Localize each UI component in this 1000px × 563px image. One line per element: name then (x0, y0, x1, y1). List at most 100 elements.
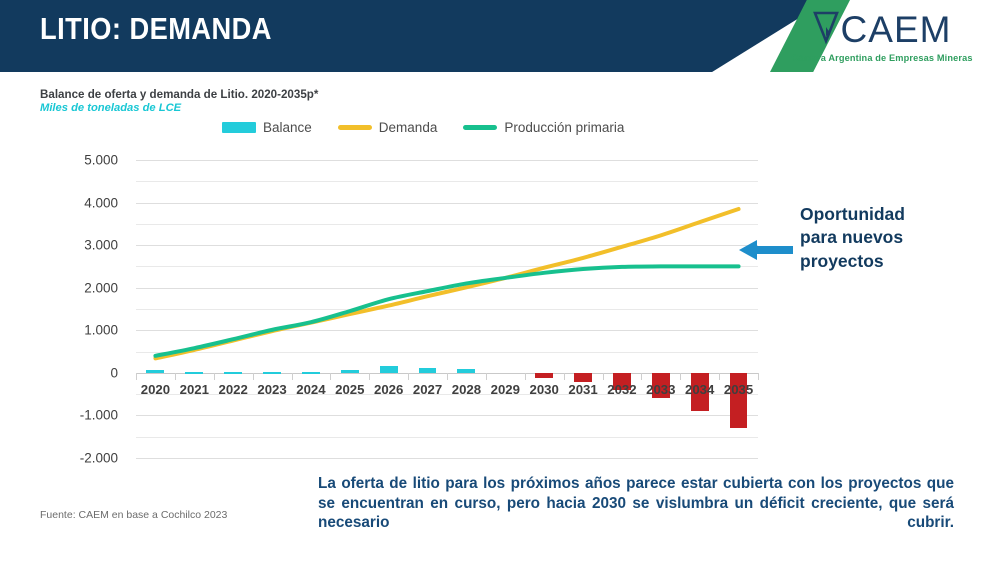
caem-logo: CAEM Cámara Argentina de Empresas Minera… (782, 8, 982, 64)
legend-swatch (222, 122, 256, 133)
page-title: LITIO: DEMANDA (40, 11, 272, 46)
logo-text: CAEM (840, 8, 952, 50)
source-note: Fuente: CAEM en base a Cochilco 2023 (40, 509, 228, 521)
balance-bar (651, 372, 670, 399)
caem-chevron-icon (812, 11, 839, 45)
gridline-major (136, 415, 758, 417)
y-tick-label: 4.000 (84, 195, 118, 211)
summary-paragraph: La oferta de litio para los próximos año… (318, 475, 954, 532)
x-tick-label: 2022 (218, 381, 248, 397)
header-background (0, 0, 828, 72)
gridline-minor (136, 266, 758, 268)
legend-item-balance: Balance (222, 120, 312, 135)
gridline-major (136, 202, 758, 204)
chart-legend: Balance Demanda Producción primaria (222, 120, 624, 135)
legend-label: Demanda (378, 120, 438, 135)
x-tick (447, 372, 448, 380)
gridline-major (136, 160, 758, 161)
x-tick-label: 2029 (490, 381, 520, 397)
x-tick (136, 372, 137, 380)
chart-subtitle: Miles de toneladas de LCE (40, 102, 182, 114)
balance-bar (379, 366, 398, 373)
x-tick-label: 2025 (335, 381, 365, 397)
legend-swatch (463, 125, 498, 130)
y-tick-label: 0 (110, 365, 118, 381)
line-series-svg (153, 206, 741, 361)
callout-line-2: para nuevos (800, 227, 904, 248)
x-tick-label: 2027 (412, 381, 443, 397)
gridline-minor (136, 394, 758, 396)
x-tick-label: 2026 (374, 381, 404, 397)
balance-bar (574, 372, 592, 382)
x-tick (330, 372, 332, 380)
x-tick (719, 372, 721, 380)
y-tick-label: -2.000 (79, 450, 118, 466)
callout-arrow-icon (739, 240, 793, 260)
chart-plot-area: 5.000 4.000 3.000 2.000 1.000 0 -1.000 -2.000 2… (80, 153, 759, 466)
x-tick-label: 2032 (607, 381, 637, 397)
y-tick-label: 5.000 (84, 152, 118, 168)
legend-label: Balance (263, 120, 312, 135)
balance-bar (535, 372, 554, 378)
x-tick (174, 372, 176, 380)
x-tick-label: 2035 (723, 381, 754, 397)
x-tick (563, 372, 565, 380)
balance-bar (263, 371, 281, 374)
x-tick (641, 372, 643, 380)
y-axis-labels: 5.000 4.000 3.000 2.000 1.000 0 -1.000 -2.000 (40, 153, 118, 466)
logo-wordmark-row: CAEM (782, 8, 982, 50)
balance-bar (729, 372, 748, 429)
x-tick-label: 2034 (685, 381, 715, 397)
y-tick-label: 2.000 (84, 280, 118, 296)
gridline-major (136, 245, 758, 247)
x-axis-ticks (136, 372, 759, 381)
callout-line-3: proyectos (800, 250, 884, 271)
x-tick (252, 372, 254, 380)
balance-bar (457, 369, 476, 373)
gridline-minor (136, 351, 758, 353)
x-tick-label: 2023 (257, 381, 287, 397)
legend-swatch (337, 125, 372, 130)
gridline-minor (136, 223, 758, 225)
legend-item-producción-primaria: Producción primaria (463, 120, 624, 135)
balance-bar (185, 371, 204, 374)
balance-bar (224, 371, 243, 374)
legend-item-demanda: Demanda (337, 120, 438, 135)
line-series-producción-primaria (153, 264, 741, 358)
balance-bar (690, 372, 709, 412)
y-tick-label: 3.000 (84, 237, 118, 253)
x-tick-label: 2024 (296, 381, 326, 397)
gridline-minor (136, 181, 758, 183)
gridline-major (136, 330, 758, 332)
callout-text: Oportunidad para nuevos proyectos (800, 203, 980, 273)
gridline-minor (136, 309, 758, 310)
balance-bar (146, 370, 165, 373)
gridline-minor (136, 436, 758, 438)
x-tick (524, 372, 526, 380)
x-tick (291, 372, 293, 380)
chart-title: Balance de oferta y demanda de Litio. 20… (40, 88, 319, 101)
x-tick (680, 372, 682, 380)
x-tick (602, 372, 604, 380)
balance-bar (340, 369, 359, 373)
x-tick (213, 372, 215, 380)
x-tick-label: 2021 (179, 381, 209, 397)
x-tick-label: 2028 (451, 381, 482, 397)
x-tick-label: 2020 (140, 381, 171, 397)
x-tick (369, 372, 371, 380)
balance-bar (418, 367, 437, 373)
logo-tagline: Cámara Argentina de Empresas Mineras (791, 53, 973, 63)
y-tick-label: 1.000 (84, 322, 118, 338)
x-tick-label: 2033 (646, 381, 676, 397)
x-tick-label: 2031 (568, 381, 598, 397)
x-tick-label: 2030 (529, 381, 559, 397)
x-tick (408, 372, 410, 380)
legend-label: Producción primaria (504, 120, 625, 135)
balance-bar (612, 372, 631, 390)
balance-bar (301, 372, 320, 375)
x-tick (485, 372, 487, 380)
gridline-major (136, 458, 758, 459)
callout-line-1: Oportunidad (800, 204, 905, 224)
x-tick (758, 372, 759, 380)
y-tick-label: -1.000 (79, 407, 118, 423)
